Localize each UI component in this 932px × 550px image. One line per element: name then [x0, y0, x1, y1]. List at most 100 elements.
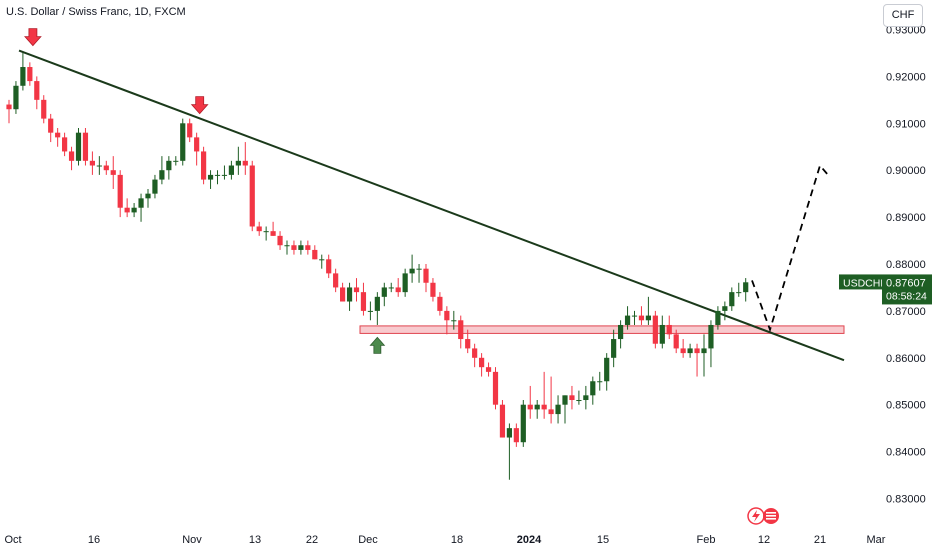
y-axis-tick: 0.89000 [886, 212, 926, 224]
candle [583, 385, 589, 410]
candle [409, 254, 415, 283]
candle [416, 264, 422, 283]
candle [124, 198, 130, 218]
candle [687, 343, 693, 358]
candle [597, 371, 603, 391]
x-axis-tick: 12 [758, 534, 770, 546]
candle [381, 282, 387, 307]
candle [82, 127, 89, 166]
candle [555, 395, 561, 424]
candle [618, 320, 624, 349]
candle [346, 282, 353, 311]
candle [305, 240, 311, 255]
candle [645, 296, 651, 325]
y-axis-tick: 0.93000 [886, 25, 926, 37]
candle [659, 315, 665, 349]
candle [180, 118, 186, 166]
candle [673, 329, 679, 354]
candle [722, 301, 728, 321]
candle [96, 156, 102, 175]
candle [666, 315, 672, 340]
x-axis-tick: 15 [597, 534, 609, 546]
candle [131, 203, 137, 218]
candle [569, 385, 575, 410]
candle [159, 156, 165, 185]
candle [214, 170, 221, 185]
candle [590, 376, 596, 405]
currency-button[interactable]: CHF [883, 4, 923, 27]
y-axis-tick: 0.84000 [886, 447, 926, 459]
candle [444, 306, 450, 335]
candle [201, 146, 207, 185]
candle [472, 343, 478, 368]
candle [242, 142, 248, 175]
candle [235, 146, 241, 175]
candle [110, 156, 116, 189]
candle [360, 282, 367, 316]
candle [326, 254, 332, 279]
candle [55, 127, 61, 147]
y-axis-tick: 0.92000 [886, 71, 926, 83]
candle [562, 395, 568, 424]
candle [638, 306, 645, 325]
candle [353, 278, 360, 302]
candle [6, 99, 12, 124]
candle [430, 278, 436, 302]
candle [75, 127, 82, 166]
symbol-tag-label: USDCHF [843, 277, 887, 289]
y-axis-tick: 0.88000 [886, 259, 926, 271]
candle [62, 132, 68, 157]
candle [89, 151, 95, 175]
candle [458, 315, 464, 349]
projection-path[interactable] [751, 163, 831, 333]
candle [701, 334, 707, 377]
candle [388, 282, 394, 293]
candle [228, 160, 234, 180]
candle [284, 240, 290, 255]
candle [270, 221, 276, 236]
candle [451, 310, 457, 330]
y-axis-tick: 0.83000 [886, 494, 926, 506]
candle [736, 282, 742, 297]
candle [437, 292, 443, 316]
candle [312, 245, 318, 260]
candle [374, 292, 380, 325]
candle [263, 226, 269, 241]
price-tag-background [882, 274, 932, 305]
x-axis-tick: Feb [697, 534, 716, 546]
candle [20, 52, 26, 91]
candle [485, 362, 492, 377]
candle [277, 231, 283, 250]
candle [520, 400, 526, 447]
lightning-icon[interactable] [747, 507, 765, 525]
candle [506, 423, 512, 480]
candle [694, 343, 700, 377]
flag-icon[interactable] [763, 508, 779, 524]
candle [152, 174, 158, 199]
candle [492, 367, 499, 410]
candle [221, 165, 228, 180]
candle [402, 268, 408, 297]
candle [194, 132, 200, 166]
x-axis-tick: 2024 [517, 534, 542, 546]
candle [423, 264, 429, 293]
candle [34, 76, 40, 110]
candle [715, 306, 721, 330]
y-axis-tick: 0.87000 [886, 306, 926, 318]
trendline[interactable] [18, 49, 845, 362]
candle [576, 390, 582, 405]
candle [187, 118, 193, 143]
candle [513, 423, 519, 447]
candle [103, 160, 109, 175]
price-tag-value: 0.87607 [886, 277, 926, 289]
support-zone[interactable] [359, 325, 845, 334]
candle [166, 156, 172, 180]
x-axis-tick: 22 [306, 534, 318, 546]
y-axis-tick: 0.85000 [886, 400, 926, 412]
candle [173, 156, 179, 166]
candle [340, 282, 346, 302]
x-axis-tick: Mar [867, 534, 886, 546]
candle [604, 353, 610, 391]
x-axis-tick: Dec [358, 534, 378, 546]
